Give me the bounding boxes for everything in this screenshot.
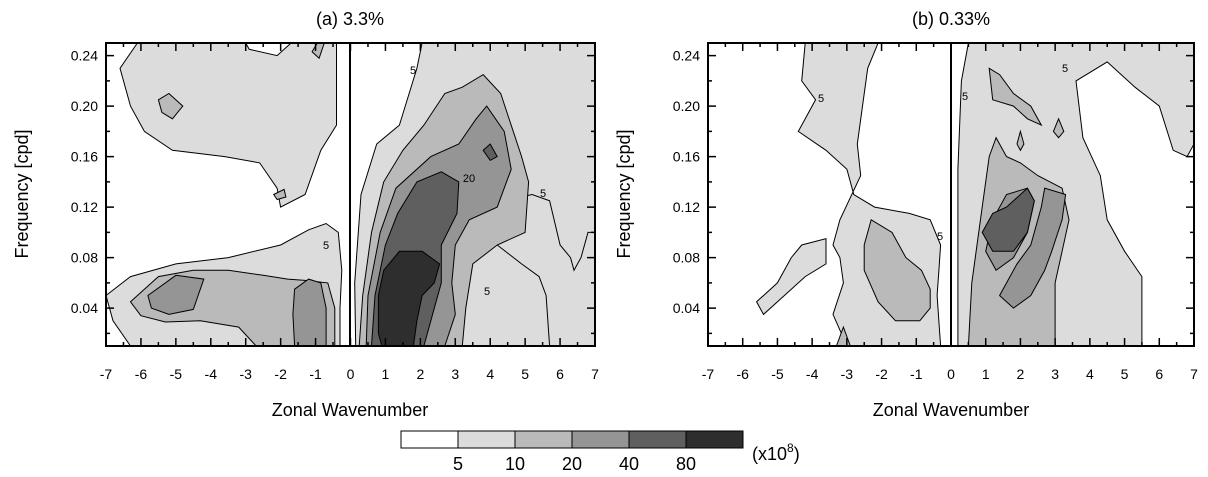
panel-b-y-tick-label: 0.24: [673, 48, 700, 64]
panel-b-x-tick-label: -3: [841, 366, 854, 382]
panel-a-y-tick-label: 0.08: [71, 250, 98, 266]
panel-a-contour-region-5: [119, 43, 337, 208]
colorbar-label-10: 10: [505, 454, 525, 474]
panel-b-y-tick-label: 0.16: [673, 149, 700, 165]
panel-b-contour-label-2: 5: [962, 91, 968, 103]
panel-a-contour-label-2: 5: [323, 240, 329, 252]
panel-b-x-tick-label: -2: [875, 366, 888, 382]
panel-b-contour-region-2: [755, 238, 827, 316]
panel-a-x-tick-label: 0: [347, 366, 355, 382]
panel-b-contour-region-6: [988, 67, 1043, 127]
panel-a-x-tick-label: -3: [239, 366, 252, 382]
colorbar-label-80: 80: [676, 454, 696, 474]
panel-a-contour-label-5: 5: [484, 286, 490, 298]
panel-a-contour-region-15: [482, 143, 498, 162]
colorbar-box-4: [571, 430, 630, 449]
panel-b-contour-region-12: [981, 187, 1035, 252]
colorbar-units-base: (x10: [752, 444, 787, 464]
panel-a-x-tick-label: -5: [170, 366, 183, 382]
panel-a-y-tick-label: 0.04: [71, 300, 98, 316]
panel-b-x-tick-label: 3: [1051, 366, 1059, 382]
panel-a-y-tick-label: 0.20: [71, 98, 98, 114]
colorbar-box-2: [457, 430, 516, 449]
panel-a-x-tick-label: -6: [135, 366, 148, 382]
panel-a-y-tick-label: 0.16: [71, 149, 98, 165]
panel-a-x-tick-label: 2: [416, 366, 424, 382]
colorbar: 5 10 20 40 80 (x108): [400, 430, 800, 474]
panel-a-x-tick-label: 4: [486, 366, 494, 382]
panel-a-contour-region-6: [157, 92, 184, 120]
panel-b-x-tick-label: -6: [736, 366, 749, 382]
panel-b-y-tick-label: 0.12: [673, 199, 700, 215]
panel-b-y-tick-label: 0.04: [673, 300, 700, 316]
panel-b-x-tick-label: 7: [1190, 366, 1198, 382]
panel-a-x-tick-label: -2: [274, 366, 287, 382]
panel-b-contour-region-8: [1052, 117, 1065, 139]
colorbar-units-exponent: 8: [787, 441, 794, 455]
colorbar-label-40: 40: [619, 454, 639, 474]
panel-a-x-tick-label: 7: [591, 366, 599, 382]
panel-a-axes: -7 -6 -5 -4 -3 -2 -1 0 1 2 3 4 5 6 7 0.04 0.08 0.12 0.16 0.…: [71, 43, 599, 382]
panel-b-x-axis-label: Zonal Wavenumber: [873, 400, 1029, 420]
panel-b-x-tick-label: 4: [1086, 366, 1094, 382]
panel-b-x-tick-label: 0: [947, 366, 955, 382]
panel-a-x-tick-label: -1: [309, 366, 322, 382]
panel-b-contour-label-4: 5: [937, 231, 943, 243]
colorbar-box-1: [400, 430, 459, 449]
panel-b-y-tick-label: 0.08: [673, 250, 700, 266]
colorbar-box-5: [628, 430, 687, 449]
panel-a-x-tick-label: 1: [382, 366, 390, 382]
colorbar-label-20: 20: [562, 454, 582, 474]
colorbar-box-3: [514, 430, 573, 449]
panel-b-contour-label-1: 5: [818, 93, 824, 105]
colorbar-units: (x108): [752, 441, 800, 464]
panel-a-x-tick-label: -4: [205, 366, 218, 382]
panel-b-title: (b) 0.33%: [912, 9, 990, 29]
panel-a-title: (a) 3.3%: [316, 9, 384, 29]
panel-a-contour-region-7: [272, 188, 287, 201]
panel-b-axes: -7 -6 -5 -4 -3 -2 -1 0 1 2 3 4 5 6 7 0.04 0.08 0.12 0.16 0.…: [673, 43, 1198, 382]
panel-b-x-tick-label: 2: [1017, 366, 1025, 382]
panel-b-y-tick-label: 0.20: [673, 98, 700, 114]
panel-b-contour-region-10: [998, 187, 1067, 309]
panel-b-contour-fills: [755, 43, 1194, 346]
panel-a-x-tick-label: 5: [521, 366, 529, 382]
panel-b-x-tick-label: 1: [982, 366, 990, 382]
panel-a-contour-region-4: [292, 278, 327, 346]
panel-a-contour-label-3: 20: [463, 173, 475, 185]
panel-b-contour-region-4: [863, 219, 931, 322]
colorbar-label-5: 5: [453, 454, 463, 474]
colorbar-box-6: [685, 430, 744, 449]
panel-a-x-axis-label: Zonal Wavenumber: [272, 400, 428, 420]
panel-a-y-tick-label: 0.24: [71, 48, 98, 64]
panel-b-y-axis-label: Frequency [cpd]: [614, 129, 634, 258]
panel-a-contour-region-3: [147, 274, 205, 315]
panel-b-x-tick-label: 5: [1121, 366, 1129, 382]
panel-a-y-axis-label: Frequency [cpd]: [12, 129, 32, 258]
panel-a-contour-label-4: 5: [540, 188, 546, 200]
panel-a-y-tick-label: 0.12: [71, 199, 98, 215]
panel-b-x-tick-label: -4: [806, 366, 819, 382]
panel-b: (b) 0.33% -7 -6 -5 -4 -3 -2 -1 0 1 2 3 4 5 6 7 0.04 0.08…: [614, 9, 1198, 420]
panel-a-x-tick-label: 6: [556, 366, 564, 382]
panel-b-x-tick-label: -5: [771, 366, 784, 382]
panel-b-x-tick-label: 6: [1155, 366, 1163, 382]
panel-b-x-tick-label: -1: [910, 366, 923, 382]
panel-b-contour-region-9: [1016, 129, 1025, 152]
panel-a-x-tick-label: -7: [100, 366, 113, 382]
panel-b-x-tick-label: -7: [702, 366, 715, 382]
panel-a-contour-label-1: 5: [410, 65, 416, 77]
colorbar-units-close: ): [794, 444, 800, 464]
panel-a-contour-region-14: [377, 250, 441, 346]
panel-a: (a) 3.3% -7 -6 -5 -4 -3 -2 -1 0 1 2 3 4 5 6 7 0.04 0.08 0…: [12, 9, 599, 420]
panel-a-x-tick-label: 3: [451, 366, 459, 382]
panel-a-contour-fills: [106, 43, 595, 346]
panel-b-contour-label-3: 5: [1062, 63, 1068, 75]
